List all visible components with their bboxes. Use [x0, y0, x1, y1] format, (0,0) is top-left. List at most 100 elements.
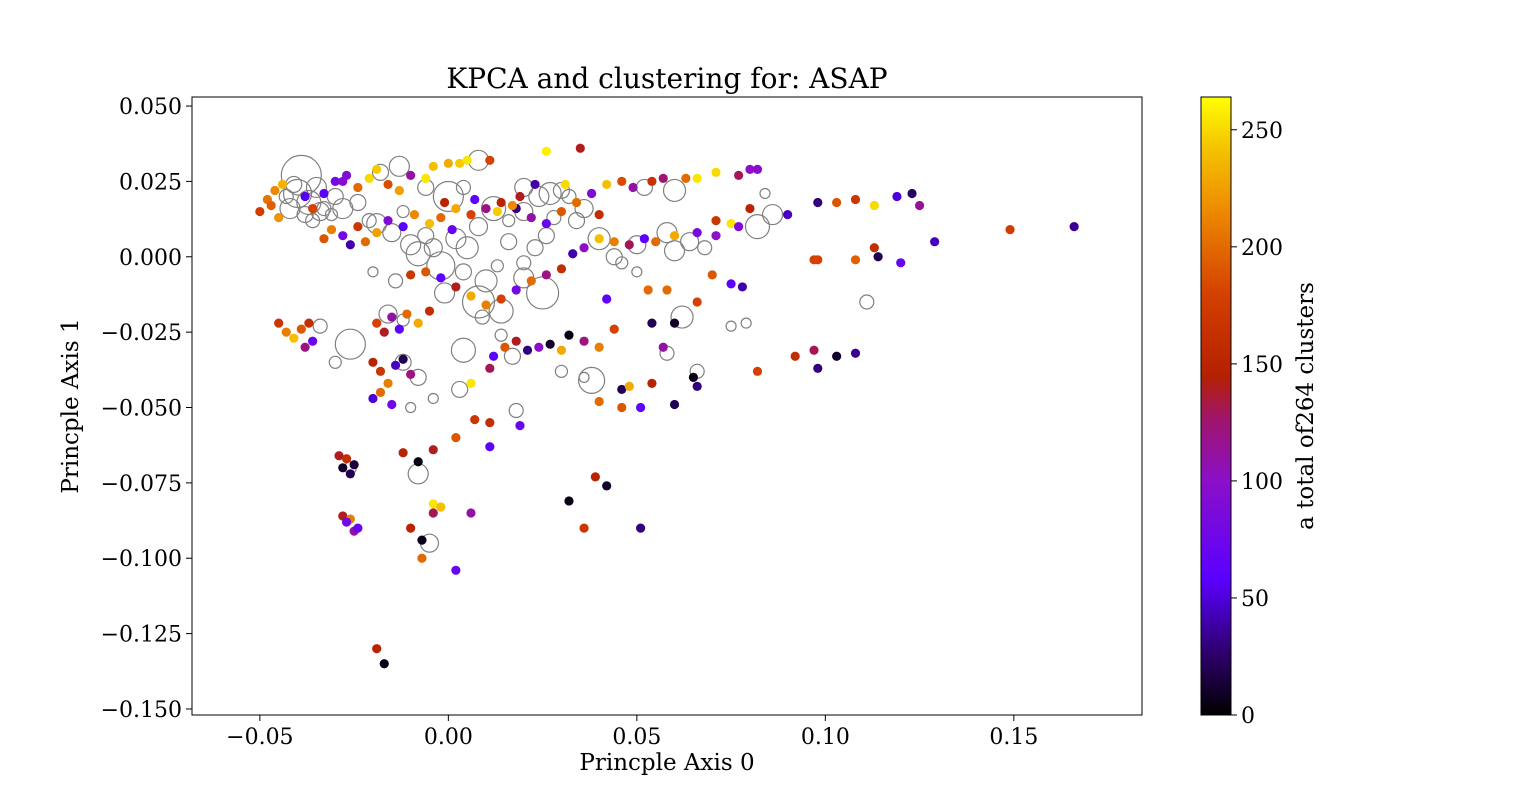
cluster-point — [451, 565, 461, 575]
cluster-point — [270, 185, 280, 196]
cluster-point — [587, 188, 597, 199]
cluster-point — [413, 457, 423, 467]
cluster-point — [658, 173, 668, 183]
cluster-point — [752, 164, 763, 174]
cluster-point — [421, 267, 431, 277]
cluster-point — [930, 237, 940, 247]
noise-point — [670, 305, 694, 329]
cluster-point — [692, 381, 702, 392]
noise-point — [432, 180, 464, 213]
x-tick-label: 0.15 — [989, 725, 1038, 750]
y-tick-label: 0.000 — [119, 246, 182, 271]
cluster-point — [428, 161, 438, 171]
cluster-point — [338, 176, 348, 187]
cluster-point — [556, 345, 567, 355]
noise-point — [526, 239, 544, 257]
x-tick-label: −0.05 — [226, 725, 293, 750]
cluster-point — [850, 194, 861, 205]
cluster-point — [353, 182, 363, 193]
cluster-point — [896, 258, 906, 268]
noise-point — [697, 240, 713, 256]
cluster-point — [602, 481, 612, 491]
cluster-point — [647, 378, 657, 388]
cluster-point — [383, 378, 393, 388]
colorbar-tick-label: 0 — [1241, 704, 1255, 729]
noise-point — [455, 179, 472, 196]
cluster-point — [556, 264, 567, 274]
cluster-point — [466, 209, 476, 220]
noise-point — [454, 263, 473, 281]
cluster-point — [390, 360, 401, 370]
cluster-point — [624, 381, 634, 392]
cluster-point — [707, 270, 717, 280]
noise-point — [859, 294, 875, 310]
cluster-point — [341, 454, 352, 464]
x-axis-ticks: −0.05 0.00 0.05 0.10 0.15 — [226, 715, 1038, 750]
cluster-point — [511, 336, 521, 346]
cluster-point — [334, 451, 344, 461]
cluster-point — [447, 225, 457, 235]
cluster-point — [737, 282, 747, 292]
noise-point — [396, 204, 410, 219]
cluster-point — [511, 285, 521, 295]
cluster-point — [375, 366, 386, 376]
cluster-point — [515, 191, 525, 202]
cluster-point — [451, 282, 461, 292]
cluster-point — [326, 225, 337, 235]
noise-point — [680, 232, 700, 252]
noise-point — [305, 176, 328, 199]
cluster-point — [379, 327, 389, 337]
noise-point — [615, 256, 629, 270]
noise-point — [334, 328, 366, 360]
cluster-point — [383, 179, 393, 190]
colorbar-tick-label: 50 — [1241, 587, 1269, 612]
cluster-point — [681, 173, 691, 183]
cluster-point — [428, 445, 438, 455]
x-tick-label: 0.00 — [424, 725, 473, 750]
noise-point — [546, 209, 562, 226]
cluster-point — [745, 164, 755, 174]
noise-point — [578, 366, 606, 394]
cluster-point — [869, 200, 879, 211]
cluster-point — [711, 231, 721, 241]
cluster-point — [413, 318, 423, 328]
y-tick-label: −0.025 — [101, 321, 182, 346]
cluster-point — [296, 324, 306, 334]
cluster-point — [417, 553, 427, 563]
cluster-point — [560, 179, 570, 190]
x-tick-label: 0.10 — [801, 725, 850, 750]
noise-point — [474, 309, 490, 325]
y-tick-label: 0.025 — [119, 170, 182, 195]
cluster-point — [692, 173, 702, 183]
cluster-point — [813, 363, 823, 373]
cluster-point — [436, 212, 446, 223]
cluster-point — [424, 219, 435, 229]
cluster-point — [338, 231, 348, 241]
cluster-point — [541, 146, 551, 156]
cluster-point — [368, 393, 378, 404]
cluster-point — [647, 318, 657, 328]
noise-point — [554, 364, 569, 378]
cluster-point-layer — [255, 143, 1079, 669]
noise-point — [405, 401, 417, 414]
cluster-point — [375, 387, 386, 398]
cluster-point — [892, 191, 902, 202]
cluster-point — [274, 318, 284, 328]
cluster-point — [850, 255, 861, 265]
y-axis-ticks: 0.050 0.025 0.000 −0.025 −0.050 −0.075 −0.100 −… — [101, 95, 192, 723]
y-tick-label: −0.050 — [101, 397, 182, 422]
cluster-point — [541, 270, 551, 280]
noise-point — [278, 188, 294, 205]
cluster-point — [526, 276, 536, 286]
cluster-point — [556, 206, 567, 217]
x-tick-label: 0.05 — [612, 725, 661, 750]
cluster-point — [579, 523, 589, 533]
noise-point — [349, 193, 367, 212]
cluster-point — [372, 644, 382, 654]
cluster-point — [481, 203, 491, 214]
noise-point — [490, 259, 504, 273]
cluster-point — [349, 460, 359, 470]
cluster-point — [466, 508, 476, 518]
noise-point — [725, 320, 737, 332]
cluster-point — [341, 517, 352, 527]
